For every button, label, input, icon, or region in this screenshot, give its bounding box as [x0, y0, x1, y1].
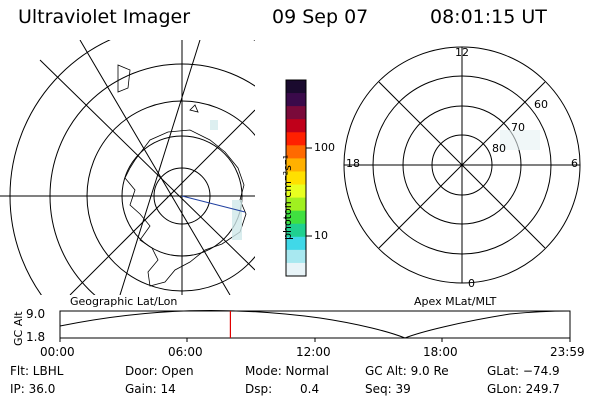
altitude-plot-frame	[59, 310, 571, 339]
aurora-patch	[500, 130, 540, 150]
altitude-curve	[59, 309, 571, 339]
colorbar-segment	[286, 249, 306, 264]
colorbar-segment	[286, 236, 306, 251]
mlt-0-label: 0	[468, 277, 475, 290]
altitude-x-ticks	[59, 338, 571, 342]
dsp-value: 0.4	[300, 382, 320, 396]
xtick-2359: 23:59	[550, 345, 585, 359]
colorbar-frame	[285, 79, 307, 277]
colorbar-segment	[286, 119, 306, 133]
geographic-label: Geographic Lat/Lon	[70, 295, 178, 308]
colorbar-segment	[286, 93, 306, 107]
altitude-ymin: 1.8	[26, 330, 46, 344]
glon-info: GLon: 249.7	[487, 382, 560, 396]
mlt-12-label: 12	[455, 46, 469, 59]
gcalt-info: GC Alt: 9.0 Re	[365, 364, 449, 378]
xtick-1800: 18:00	[423, 345, 458, 359]
filter-info: Flt: LBHL	[10, 364, 64, 378]
date-label: 09 Sep 07	[272, 6, 369, 28]
geographic-map	[0, 40, 255, 295]
mlat-60-label: 60	[534, 98, 548, 111]
colorbar-segment	[286, 106, 306, 120]
xtick-0600: 06:00	[168, 345, 203, 359]
mlat-70-label: 70	[511, 121, 525, 134]
mlat-80-label: 80	[492, 142, 506, 155]
glat-info: GLat: −74.9	[487, 364, 560, 378]
instrument-title: Ultraviolet Imager	[18, 6, 191, 28]
xtick-1200: 12:00	[296, 345, 331, 359]
altitude-ylabel: GC Alt	[12, 311, 25, 346]
seq-info: Seq: 39	[365, 382, 411, 396]
colorbar	[286, 80, 306, 277]
colorbar-segment	[286, 210, 306, 225]
mode-info: Mode: Normal	[245, 364, 329, 378]
colorbar-segment	[286, 223, 306, 238]
xtick-0000: 00:00	[40, 345, 75, 359]
colorbar-label-100: 100	[314, 141, 335, 154]
colorbar-segment	[286, 158, 306, 172]
colorbar-segment	[286, 171, 306, 186]
mlt-6-label: 6	[571, 157, 578, 170]
colorbar-label-10: 10	[314, 229, 328, 242]
colorbar-segment	[286, 262, 306, 277]
magnetic-polar-grid	[343, 46, 581, 284]
antarctica-outline	[124, 129, 247, 287]
colorbar-segment	[286, 132, 306, 146]
colorbar-segment	[286, 197, 306, 212]
colorbar-unit: photon cm⁻²s⁻¹	[281, 154, 294, 240]
colorbar-segment	[286, 80, 306, 94]
apex-label: Apex MLat/MLT	[414, 295, 497, 308]
altitude-ymax: 9.0	[26, 307, 46, 321]
ip-info: IP: 36.0	[10, 382, 56, 396]
colorbar-segment	[286, 184, 306, 199]
mlt-18-label: 18	[346, 157, 360, 170]
time-label: 08:01:15 UT	[430, 6, 547, 28]
dsp-label: Dsp:	[245, 382, 273, 396]
gain-info: Gain: 14	[125, 382, 176, 396]
door-info: Door: Open	[125, 364, 194, 378]
colorbar-segment	[286, 145, 306, 159]
